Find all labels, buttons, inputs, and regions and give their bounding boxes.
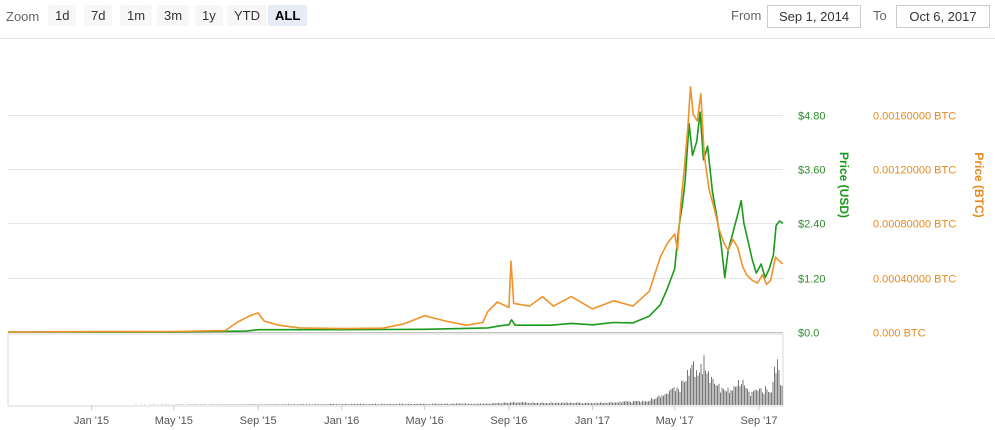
zoom-7d-button[interactable]: 7d (84, 5, 113, 26)
volume-bars (135, 355, 783, 405)
usd-tick-label: $3.60 (798, 165, 826, 177)
btc-tick-label: 0.00040000 BTC (873, 274, 956, 286)
btc-axis: 0.000 BTC 0.00040000 BTC 0.00080000 BTC 0.0… (873, 111, 956, 340)
usd-tick-label: $0.0 (798, 328, 819, 340)
zoom-label: Zoom (6, 9, 40, 24)
x-tick-label: Sep '16 (490, 415, 527, 427)
btc-tick-label: 0.00120000 BTC (873, 165, 956, 177)
x-tick-label: May '15 (155, 415, 193, 427)
to-date-input[interactable]: Oct 6, 2017 (896, 5, 990, 28)
x-tick-label: May '16 (406, 415, 444, 427)
zoom-1y-button[interactable]: 1y (195, 5, 223, 26)
series (7, 86, 784, 333)
x-tick-label: Sep '15 (240, 415, 277, 427)
x-tick-label: Jan '15 (74, 415, 109, 427)
btc-tick-label: 0.00080000 BTC (873, 219, 956, 231)
x-axis: Jan '15 May '15 Sep '15 Jan '16 May '16 Sep '… (74, 405, 778, 427)
navigator-frame[interactable] (7, 333, 784, 407)
btc-tick-label: 0.000 BTC (873, 328, 926, 340)
btc-price-line[interactable] (7, 86, 784, 333)
x-tick-label: Jan '17 (575, 415, 610, 427)
usd-tick-label: $1.20 (798, 274, 826, 286)
usd-tick-label: $4.80 (798, 111, 826, 123)
from-date-input[interactable]: Sep 1, 2014 (767, 5, 861, 28)
zoom-3m-button[interactable]: 3m (157, 5, 190, 26)
usd-axis: $0.0 $1.20 $2.40 $3.60 $4.80 (798, 111, 826, 340)
x-tick-label: Jan '16 (324, 415, 359, 427)
zoom-1m-button[interactable]: 1m (120, 5, 153, 26)
to-label: To (873, 8, 887, 23)
toolbar: Zoom 1d 7d 1m 3m 1y YTD ALL From Sep 1, … (0, 0, 995, 34)
usd-axis-title: Price (USD) (837, 152, 851, 218)
btc-tick-label: 0.00160000 BTC (873, 111, 956, 123)
usd-tick-label: $2.40 (798, 219, 826, 231)
zoom-1d-button[interactable]: 1d (48, 5, 77, 26)
grid (8, 115, 783, 333)
x-tick-label: Sep '17 (741, 415, 778, 427)
btc-axis-title: Price (BTC) (972, 152, 986, 217)
x-tick-label: May '17 (656, 415, 694, 427)
zoom-ytd-button[interactable]: YTD (227, 5, 267, 26)
from-label: From (731, 8, 762, 23)
usd-price-line[interactable] (8, 111, 784, 333)
zoom-all-button[interactable]: ALL (268, 5, 308, 26)
